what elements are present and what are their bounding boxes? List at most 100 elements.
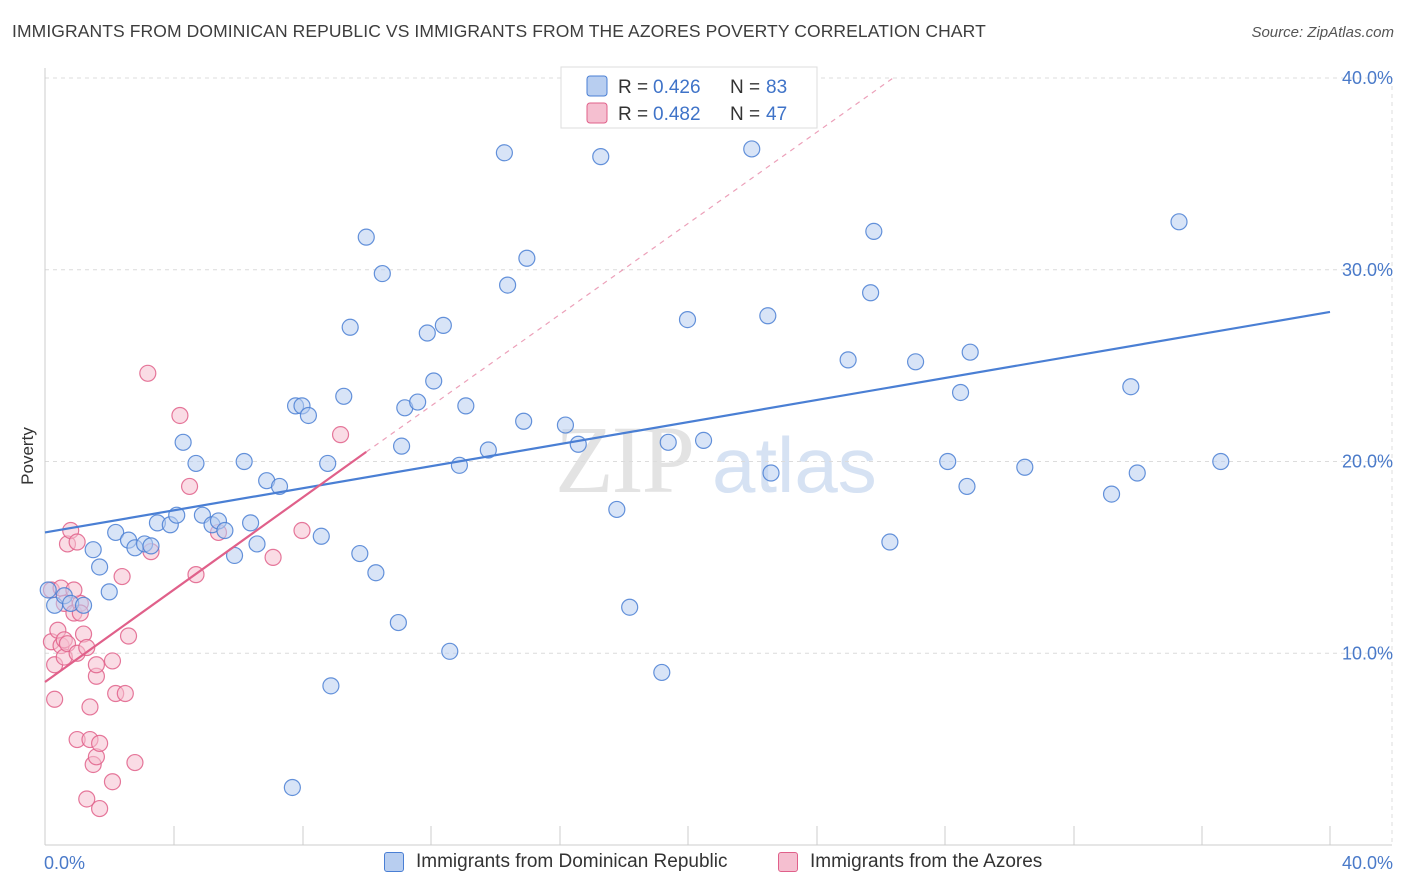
legend-n-value-1: 83 xyxy=(766,77,787,98)
dominican-point-21 xyxy=(216,521,234,540)
azores-point-27 xyxy=(87,656,106,674)
dominican-point-33 xyxy=(319,454,337,473)
y-tick-label-10: 10.0% xyxy=(1342,643,1393,663)
legend-swatch-azores xyxy=(778,852,798,872)
dominican-point-42 xyxy=(392,437,411,455)
dominican-point-5 xyxy=(84,541,102,559)
legend-swatch-pink xyxy=(586,102,608,124)
azores-trend-line xyxy=(44,451,367,683)
azores-point-28 xyxy=(91,734,109,752)
dominican-point-76 xyxy=(961,343,979,361)
legend-n-label-2: N = xyxy=(730,104,760,125)
dominican-point-34 xyxy=(322,677,340,695)
azores-point-36 xyxy=(126,753,144,772)
dominican-point-70 xyxy=(865,222,883,240)
azores-point-3 xyxy=(46,690,64,708)
dominican-point-36 xyxy=(341,318,359,336)
dominican-point-12 xyxy=(142,537,160,555)
dominican-point-61 xyxy=(653,663,671,682)
legend-swatch-blue xyxy=(586,75,608,97)
y-tick-label-20: 20.0% xyxy=(1342,452,1393,472)
source-label: Source: ZipAtlas.com xyxy=(1251,24,1394,41)
legend-item-azores: Immigrants from the Azores xyxy=(778,851,1042,873)
dominican-point-69 xyxy=(862,284,880,302)
chart-title: IMMIGRANTS FROM DOMINICAN REPUBLIC VS IM… xyxy=(12,21,986,41)
azores-point-21 xyxy=(78,790,96,808)
azores-point-44 xyxy=(293,521,311,540)
legend-n-label-1: N = xyxy=(730,77,760,98)
tick-labels: 10.0% 20.0% 30.0% 40.0% 0.0% 40.0% xyxy=(44,68,1393,873)
dominican-point-28 xyxy=(283,778,301,797)
dominican-point-79 xyxy=(1122,378,1140,396)
dominican-point-47 xyxy=(434,316,452,334)
dominican-point-55 xyxy=(518,249,536,267)
dominican-point-74 xyxy=(951,383,970,402)
y-tick-label-40: 40.0% xyxy=(1342,68,1393,88)
x-tick-label-max: 40.0% xyxy=(1342,853,1393,873)
dominican-point-8 xyxy=(107,523,125,542)
dominican-point-51 xyxy=(479,441,497,459)
dominican-point-25 xyxy=(248,535,266,553)
legend-r-value-2: 0.482 xyxy=(653,104,701,125)
dominican-point-59 xyxy=(608,500,626,519)
dominican-point-40 xyxy=(373,264,391,283)
top-legend: R = 0.426 N = 83 R = 0.482 N = 47 xyxy=(560,66,818,129)
dominican-point-78 xyxy=(1102,485,1121,503)
azores-trend-extension xyxy=(365,77,894,453)
dominican-point-24 xyxy=(242,514,260,532)
dominican-point-54 xyxy=(515,412,533,430)
dominican-point-77 xyxy=(1016,458,1034,476)
legend-label-dominican: Immigrants from Dominican Republic xyxy=(416,851,728,872)
azores-point-40 xyxy=(180,477,199,496)
dominican-point-48 xyxy=(441,642,459,660)
dominican-point-32 xyxy=(312,527,330,545)
dominican-point-37 xyxy=(351,544,369,563)
watermark-zip: ZIP xyxy=(555,406,693,513)
dominican-point-71 xyxy=(881,533,899,551)
dominican-point-53 xyxy=(499,276,517,294)
azores-point-45 xyxy=(331,426,350,444)
legend-r-label-2: R = xyxy=(618,104,648,125)
azores-point-43 xyxy=(264,548,282,566)
dominican-point-38 xyxy=(357,228,375,246)
legend-label-azores: Immigrants from the Azores xyxy=(810,851,1043,872)
dominican-point-45 xyxy=(418,324,436,342)
azores-point-29 xyxy=(91,799,109,818)
watermark-atlas: atlas xyxy=(712,421,877,509)
axes xyxy=(44,68,1392,846)
dominican-point-72 xyxy=(906,353,925,371)
watermark: ZIP atlas xyxy=(555,406,877,513)
dominican-point-73 xyxy=(939,452,957,471)
azores-points xyxy=(42,364,350,818)
azores-point-22 xyxy=(81,698,99,716)
trend-lines xyxy=(44,77,1331,683)
dominican-point-23 xyxy=(235,452,253,471)
dominican-point-6 xyxy=(91,558,109,576)
dominican-point-52 xyxy=(495,144,513,162)
azores-point-14 xyxy=(68,533,86,551)
dominican-point-81 xyxy=(1170,213,1188,231)
dominican-point-46 xyxy=(425,372,443,390)
dominican-point-65 xyxy=(743,140,761,158)
legend-r-value-1: 0.426 xyxy=(653,77,701,98)
dominican-point-68 xyxy=(839,351,857,369)
legend-r-label-1: R = xyxy=(618,77,648,98)
dominican-point-7 xyxy=(100,583,118,601)
legend-n-value-2: 47 xyxy=(766,104,787,125)
azores-point-35 xyxy=(119,627,138,645)
dominican-point-62 xyxy=(659,433,677,451)
dominican-point-16 xyxy=(174,433,192,451)
x-tick-label-min: 0.0% xyxy=(44,853,85,873)
dominican-point-58 xyxy=(592,148,610,166)
dominican-point-80 xyxy=(1128,464,1146,482)
dominican-point-75 xyxy=(958,477,976,496)
bottom-legend: Immigrants from Dominican Republic Immig… xyxy=(0,851,1406,879)
dominican-point-82 xyxy=(1212,452,1230,471)
azores-point-30 xyxy=(103,773,122,791)
dominican-point-4 xyxy=(74,596,93,614)
dominican-point-60 xyxy=(621,598,639,616)
dominican-point-44 xyxy=(409,393,427,411)
dominican-point-17 xyxy=(187,454,205,473)
dominican-point-50 xyxy=(457,397,475,415)
